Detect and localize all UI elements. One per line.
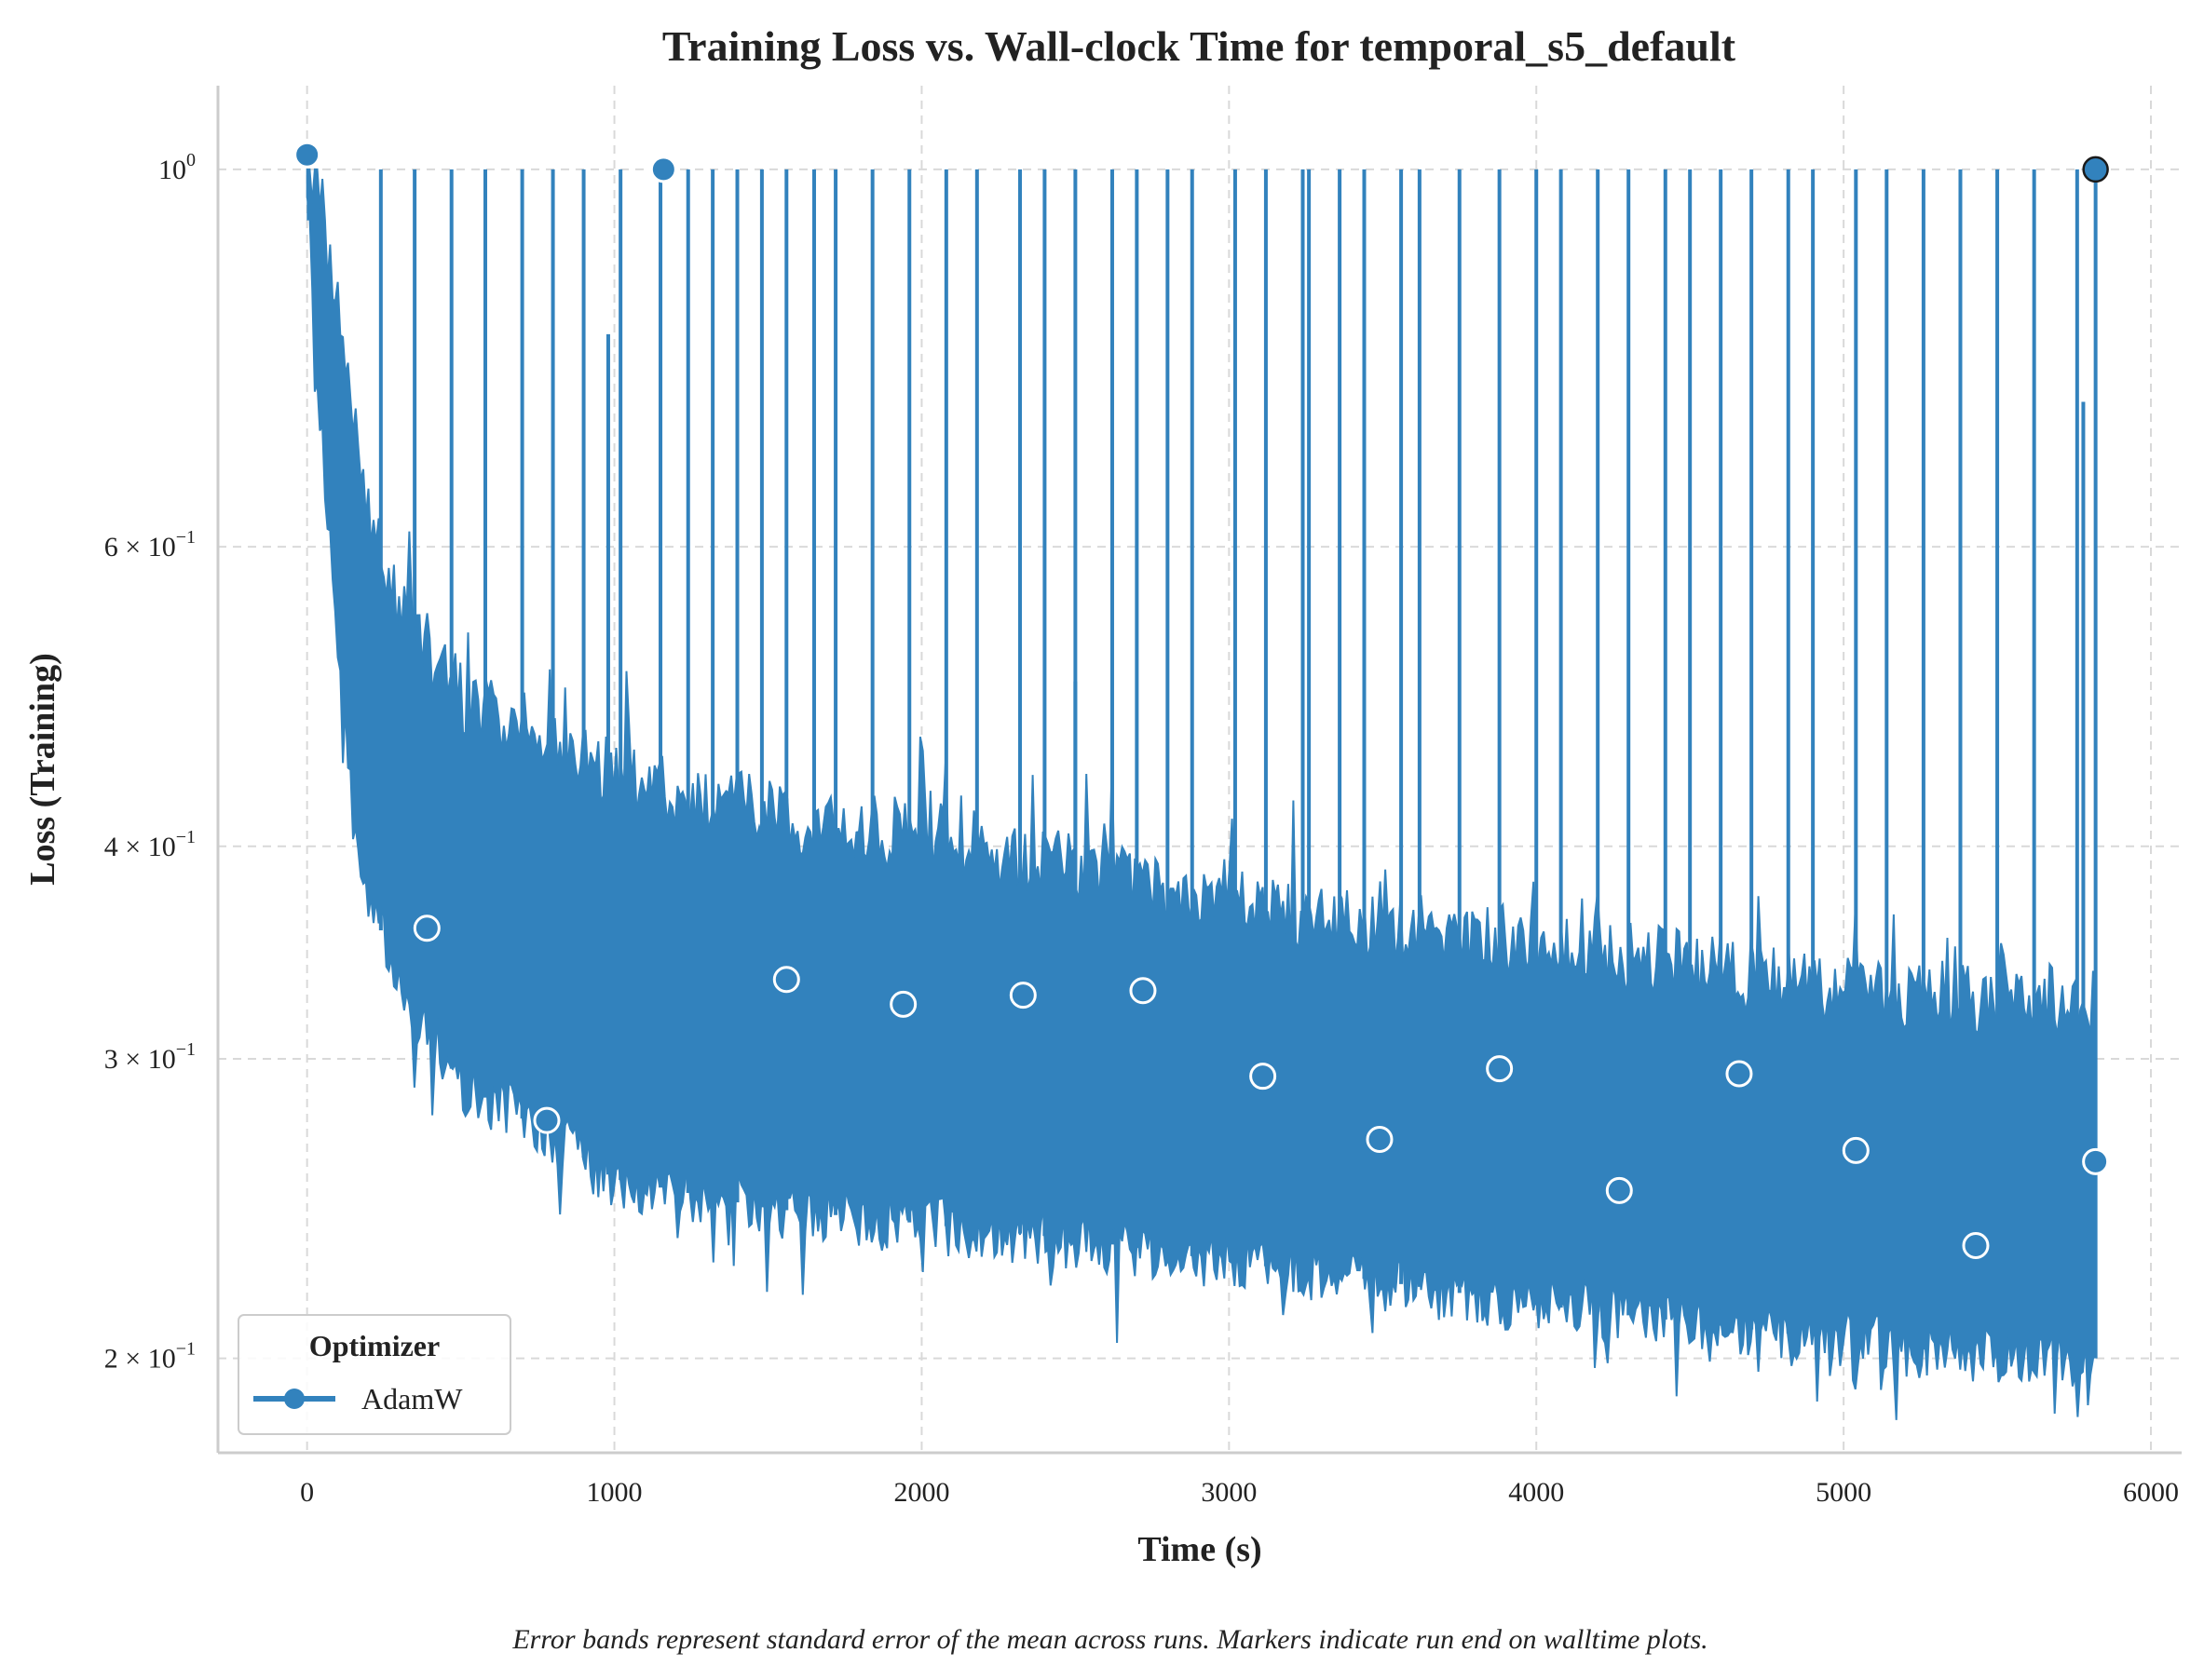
y-tick-label-2: 4 × 10−1 [104, 827, 196, 862]
legend-marker-swatch [284, 1389, 305, 1409]
run-end-marker-3 [413, 915, 441, 942]
run-end-marker-11 [1486, 1055, 1514, 1083]
x-tick-labels: 0 1000 2000 3000 4000 5000 6000 [300, 1477, 2179, 1508]
run-end-marker-5 [772, 966, 800, 994]
run-end-marker-4 [533, 1106, 561, 1134]
legend-box [238, 1314, 511, 1435]
run-end-marker-15 [1962, 1231, 1990, 1259]
x-tick-label-6: 6000 [2123, 1477, 2179, 1508]
axes [216, 86, 2182, 1455]
y-tick-label-3: 3 × 10−1 [104, 1039, 196, 1075]
y-tick-label-4: 2 × 10−1 [104, 1339, 196, 1375]
x-tick-label-3: 3000 [1201, 1477, 1257, 1508]
legend-title: Optimizer [309, 1329, 440, 1362]
run-end-marker-6 [890, 990, 918, 1018]
x-tick-label-2: 2000 [893, 1477, 949, 1508]
run-end-marker-10 [1366, 1125, 1394, 1153]
chart-title: Training Loss vs. Wall-clock Time for te… [662, 22, 1736, 70]
legend: Optimizer AdamW [238, 1314, 511, 1435]
y-tick-label-0: 100 [158, 150, 196, 185]
run-end-marker-16 [2082, 1147, 2110, 1175]
plot-area [293, 141, 2110, 1420]
x-tick-label-1: 1000 [587, 1477, 643, 1508]
run-end-marker-7 [1009, 982, 1037, 1009]
run-end-marker-1 [649, 156, 677, 183]
caption: Error bands represent standard error of … [511, 1624, 1707, 1655]
x-tick-label-5: 5000 [1816, 1477, 1871, 1508]
y-tick-labels: 100 6 × 10−1 4 × 10−1 3 × 10−1 2 × 10−1 [104, 150, 196, 1375]
run-end-marker-8 [1129, 977, 1157, 1005]
run-end-marker-13 [1725, 1060, 1753, 1088]
y-axis-label: Loss (Training) [23, 653, 62, 886]
y-tick-label-1: 6 × 10−1 [104, 527, 196, 562]
run-end-marker-14 [1842, 1136, 1870, 1164]
loss-band [306, 168, 2097, 1420]
run-end-marker-0 [293, 141, 321, 169]
run-end-marker-12 [1605, 1176, 1633, 1204]
run-end-markers [293, 141, 2110, 1259]
run-end-marker-2 [2082, 156, 2109, 183]
x-tick-label-4: 4000 [1508, 1477, 1564, 1508]
x-axis-label: Time (s) [1137, 1530, 1261, 1569]
x-tick-label-0: 0 [300, 1477, 314, 1508]
legend-entry-adamw: AdamW [361, 1382, 463, 1416]
run-end-marker-9 [1249, 1063, 1277, 1091]
